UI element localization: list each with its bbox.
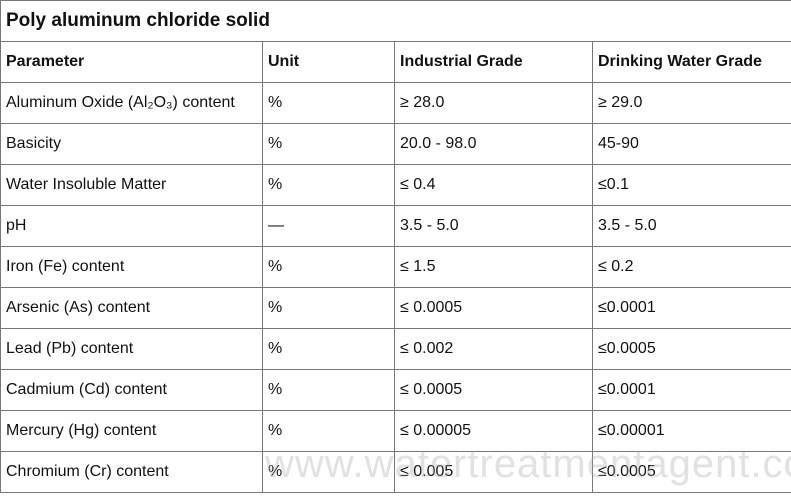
cell: % [262, 451, 395, 493]
cell: % [262, 328, 395, 370]
cell: % [262, 369, 395, 411]
cell: ≤0.0005 [592, 451, 791, 493]
cell: Cadmium (Cd) content [0, 369, 263, 411]
cell: ≤ 1.5 [394, 246, 593, 288]
cell: Aluminum Oxide (Al₂O₃) content [0, 82, 263, 124]
data-row: Lead (Pb) content% ≤ 0.002 ≤0.0005 [0, 328, 791, 370]
cell: 45-90 [592, 123, 791, 165]
data-row: Arsenic (As) content% ≤ 0.0005 ≤0.0001 [0, 287, 791, 329]
cell: Arsenic (As) content [0, 287, 263, 329]
cell: % [262, 164, 395, 206]
cell: ≤ 0.0005 [394, 369, 593, 411]
cell: ≤ 0.4 [394, 164, 593, 206]
cell: Lead (Pb) content [0, 328, 263, 370]
cell: 3.5 - 5.0 [592, 205, 791, 247]
cell: 20.0 - 98.0 [394, 123, 593, 165]
data-row: Chromium (Cr) content% ≤ 0.005 ≤0.0005 [0, 451, 791, 493]
cell: Chromium (Cr) content [0, 451, 263, 493]
cell: pH [0, 205, 263, 247]
cell: ≤0.0005 [592, 328, 791, 370]
cell: ≤ 0.00005 [394, 410, 593, 452]
cell: ≤0.1 [592, 164, 791, 206]
cell: Basicity [0, 123, 263, 165]
header-cell: Drinking Water Grade [592, 41, 791, 83]
header-cell: Unit [262, 41, 395, 83]
data-row: Water Insoluble Matter% ≤ 0.4 ≤0.1 [0, 164, 791, 206]
cell: ≤ 0.005 [394, 451, 593, 493]
cell: ≥ 28.0 [394, 82, 593, 124]
header-cell: Industrial Grade [394, 41, 593, 83]
cell: ≤0.00001 [592, 410, 791, 452]
header-cell: Parameter [0, 41, 263, 83]
data-row: Basicity% 20.0 - 98.0 45-90 [0, 123, 791, 165]
cell: % [262, 123, 395, 165]
cell: % [262, 82, 395, 124]
cell: ≤0.0001 [592, 369, 791, 411]
data-row: Aluminum Oxide (Al₂O₃) content% ≥ 28.0 ≥ 2… [0, 82, 791, 124]
header-row: Parameter Unit Industrial Grade Drinking Wa… [0, 41, 791, 83]
title-row: Poly aluminum chloride solid [0, 0, 791, 42]
cell: Water Insoluble Matter [0, 164, 263, 206]
cell: ≥ 29.0 [592, 82, 791, 124]
cell: % [262, 287, 395, 329]
cell: Mercury (Hg) content [0, 410, 263, 452]
cell: % [262, 410, 395, 452]
cell: — [262, 205, 395, 247]
data-row: Mercury (Hg) content% ≤ 0.00005 ≤0.00001 [0, 410, 791, 452]
cell: ≤ 0.002 [394, 328, 593, 370]
table-title: Poly aluminum chloride solid [0, 0, 791, 42]
cell: ≤0.0001 [592, 287, 791, 329]
cell: ≤ 0.0005 [394, 287, 593, 329]
data-row: Cadmium (Cd) content% ≤ 0.0005 ≤0.0001 [0, 369, 791, 411]
data-row: pH —3.5 - 5.0 3.5 - 5.0 [0, 205, 791, 247]
data-row: Iron (Fe) content% ≤ 1.5 ≤ 0.2 [0, 246, 791, 288]
cell: ≤ 0.2 [592, 246, 791, 288]
cell: 3.5 - 5.0 [394, 205, 593, 247]
cell: % [262, 246, 395, 288]
cell: Iron (Fe) content [0, 246, 263, 288]
